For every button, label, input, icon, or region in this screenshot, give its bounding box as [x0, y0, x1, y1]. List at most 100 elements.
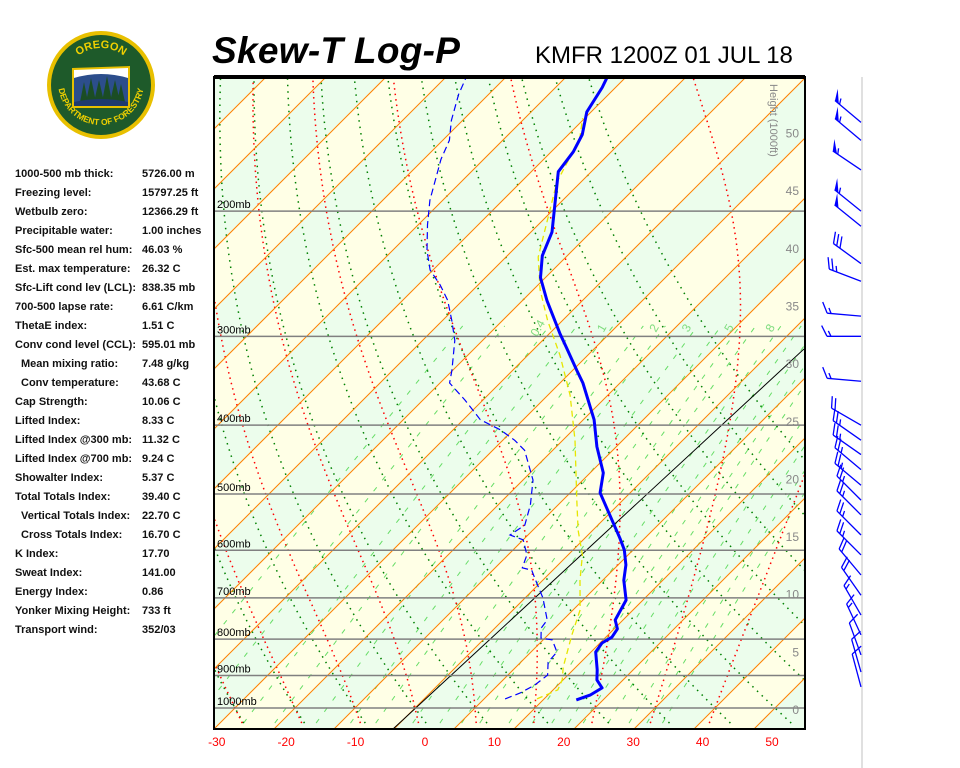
dry-adiabat-line [31, 54, 122, 724]
height-tick-label: 5 [792, 645, 799, 659]
index-label: Wetbulb zero: [15, 206, 88, 218]
barb-half-feather [841, 510, 846, 517]
wind-barb [827, 257, 862, 282]
index-row: Cross Totals Index: 16.70 C [21, 529, 181, 545]
isotherm-line [803, 70, 960, 740]
barb-staff [833, 243, 862, 265]
height-tick-label: 15 [786, 530, 800, 544]
svg-text:OREGON: OREGON [73, 39, 128, 58]
index-value: 15797.25 ft [142, 187, 199, 199]
isotherm-line [694, 618, 804, 728]
oregon-department-of-forestry-logo: OREGON DEPARTMENT OF FORESTRY [46, 30, 156, 140]
index-value: 5726.00 m [142, 168, 195, 180]
isotherm-line [334, 258, 804, 728]
wind-barb [836, 479, 862, 516]
height-tick-label: 30 [786, 357, 800, 371]
index-value: 11.32 C [142, 434, 180, 446]
mixing-ratio-line [412, 325, 699, 724]
index-row: Mean mixing ratio: 7.48 g/kg [21, 358, 189, 374]
chart-title: Skew-T Log-P [212, 30, 461, 71]
barb-staff [834, 117, 862, 141]
barb-feather [851, 645, 862, 655]
wind-barb [836, 499, 862, 536]
wind-barb [848, 613, 862, 656]
barb-pennant [835, 106, 839, 122]
index-label: Energy Index: [15, 586, 88, 598]
moist-adiabat-line [312, 78, 477, 724]
index-value: 1.00 inches [142, 225, 202, 237]
reference-line [393, 348, 804, 728]
index-row: Conv cond level (CCL): 595.01 mb [15, 339, 195, 355]
barb-feather [836, 499, 842, 512]
index-row: Est. max temperature: 26.32 C [15, 263, 181, 279]
index-label: 1000-500 mb thick: [15, 168, 114, 180]
pressure-label: 600mb [217, 538, 251, 550]
index-row: Lifted Index @300 mb: 11.32 C [15, 434, 180, 450]
index-value: 1.51 C [142, 320, 175, 332]
index-value: 16.70 C [142, 529, 181, 541]
barb-feather [840, 556, 848, 568]
barb-staff [836, 490, 862, 516]
isotherm-line [634, 558, 804, 728]
isotherm-line [394, 318, 804, 728]
pressure-label: 500mb [217, 482, 251, 494]
pressure-label: 1000mb [217, 696, 257, 708]
isotherm-line [215, 78, 626, 489]
barb-feather [851, 630, 861, 640]
barb-half-feather [840, 462, 844, 469]
index-value: 838.35 mb [142, 282, 196, 294]
index-row: 700-500 lapse rate: 6.61 C/km [15, 301, 193, 317]
index-row: Sfc-500 mean rel hum: 46.03 % [15, 244, 182, 260]
barb-feather [843, 575, 852, 586]
barb-half-feather [839, 433, 842, 440]
index-value: 46.03 % [142, 244, 183, 256]
temperature-tick-label: -20 [278, 735, 296, 749]
wind-barb [834, 178, 862, 212]
temperature-tick-label: 0 [422, 735, 429, 749]
wind-barb [832, 139, 862, 171]
barb-staff [843, 585, 862, 616]
index-label: Precipitable water: [15, 225, 113, 237]
height-tick-label: 25 [786, 415, 800, 429]
mixing-ratio-line [350, 325, 644, 724]
isotherm-line [0, 70, 153, 740]
logo-top-text: OREGON [73, 39, 128, 58]
temperature-tick-label: 10 [488, 735, 502, 749]
index-label: Conv temperature: [21, 377, 119, 389]
isotherm-line [215, 78, 686, 549]
index-row: Wetbulb zero: 12366.29 ft [15, 206, 198, 222]
index-value: 6.61 C/km [142, 301, 194, 313]
barb-pennant [835, 88, 839, 104]
index-label: Lifted Index @300 mb: [15, 434, 133, 446]
barb-half-feather [828, 372, 832, 379]
barb-staff [834, 100, 862, 123]
wind-barb [843, 575, 862, 616]
barb-feather [839, 467, 845, 480]
index-label: Lifted Index @700 mb: [15, 453, 133, 465]
wind-barb [834, 193, 862, 227]
mixing-ratio-line [646, 470, 804, 724]
barb-staff [836, 510, 862, 536]
index-value: 10.06 C [142, 396, 181, 408]
temperature-tick-label: 20 [557, 735, 571, 749]
index-label: Conv cond level (CCL): [15, 339, 137, 351]
moist-adiabat-line [509, 78, 621, 724]
moist-adiabat-line [75, 54, 182, 724]
barb-half-feather [841, 530, 846, 537]
mixing-ratio-line [375, 325, 666, 724]
mixing-ratio-line [628, 446, 804, 724]
pressure-label: 300mb [217, 324, 251, 336]
barb-feather [835, 411, 839, 424]
barb-feather [832, 231, 837, 244]
wind-barb [838, 537, 862, 576]
barb-half-feather [838, 187, 842, 194]
isotherm-line [215, 78, 386, 249]
index-value: 733 ft [142, 605, 171, 617]
isotherm-line [215, 78, 446, 309]
barb-feather [821, 325, 828, 337]
dry-adiabat-line [554, 78, 804, 516]
wind-barb [821, 325, 861, 337]
barb-feather [839, 236, 843, 249]
barb-half-feather [841, 475, 846, 482]
